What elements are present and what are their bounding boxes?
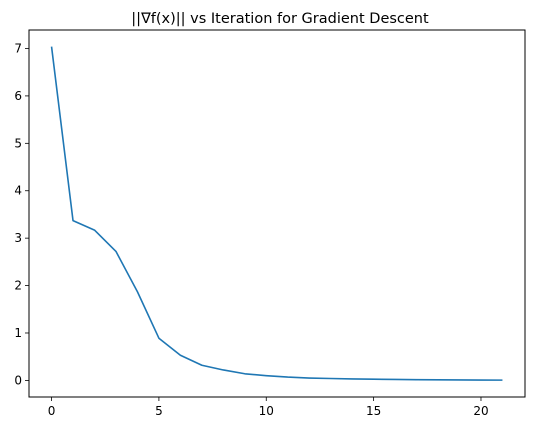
x-tick-label: 5 [155,404,163,418]
y-tick-label: 5 [14,136,22,150]
chart-title: ||∇f(x)|| vs Iteration for Gradient Desc… [131,11,429,27]
ticks: 0 5 10 15 20 0 1 2 3 4 5 6 7 [14,41,488,418]
y-tick-label: 6 [14,89,22,103]
x-tick-label: 20 [473,404,488,418]
y-tick-label: 1 [14,326,22,340]
series [50,46,503,381]
y-tick-label: 3 [14,231,22,245]
x-tick-label: 10 [259,404,274,418]
y-tick-label: 4 [14,184,22,198]
plot-frame [28,29,526,398]
x-tick-label: 15 [366,404,381,418]
y-tick-label: 7 [14,41,22,55]
y-tick-label: 2 [14,279,22,293]
x-tick-label: 0 [48,404,56,418]
y-tick-label: 0 [14,373,22,387]
series-line [50,46,503,381]
